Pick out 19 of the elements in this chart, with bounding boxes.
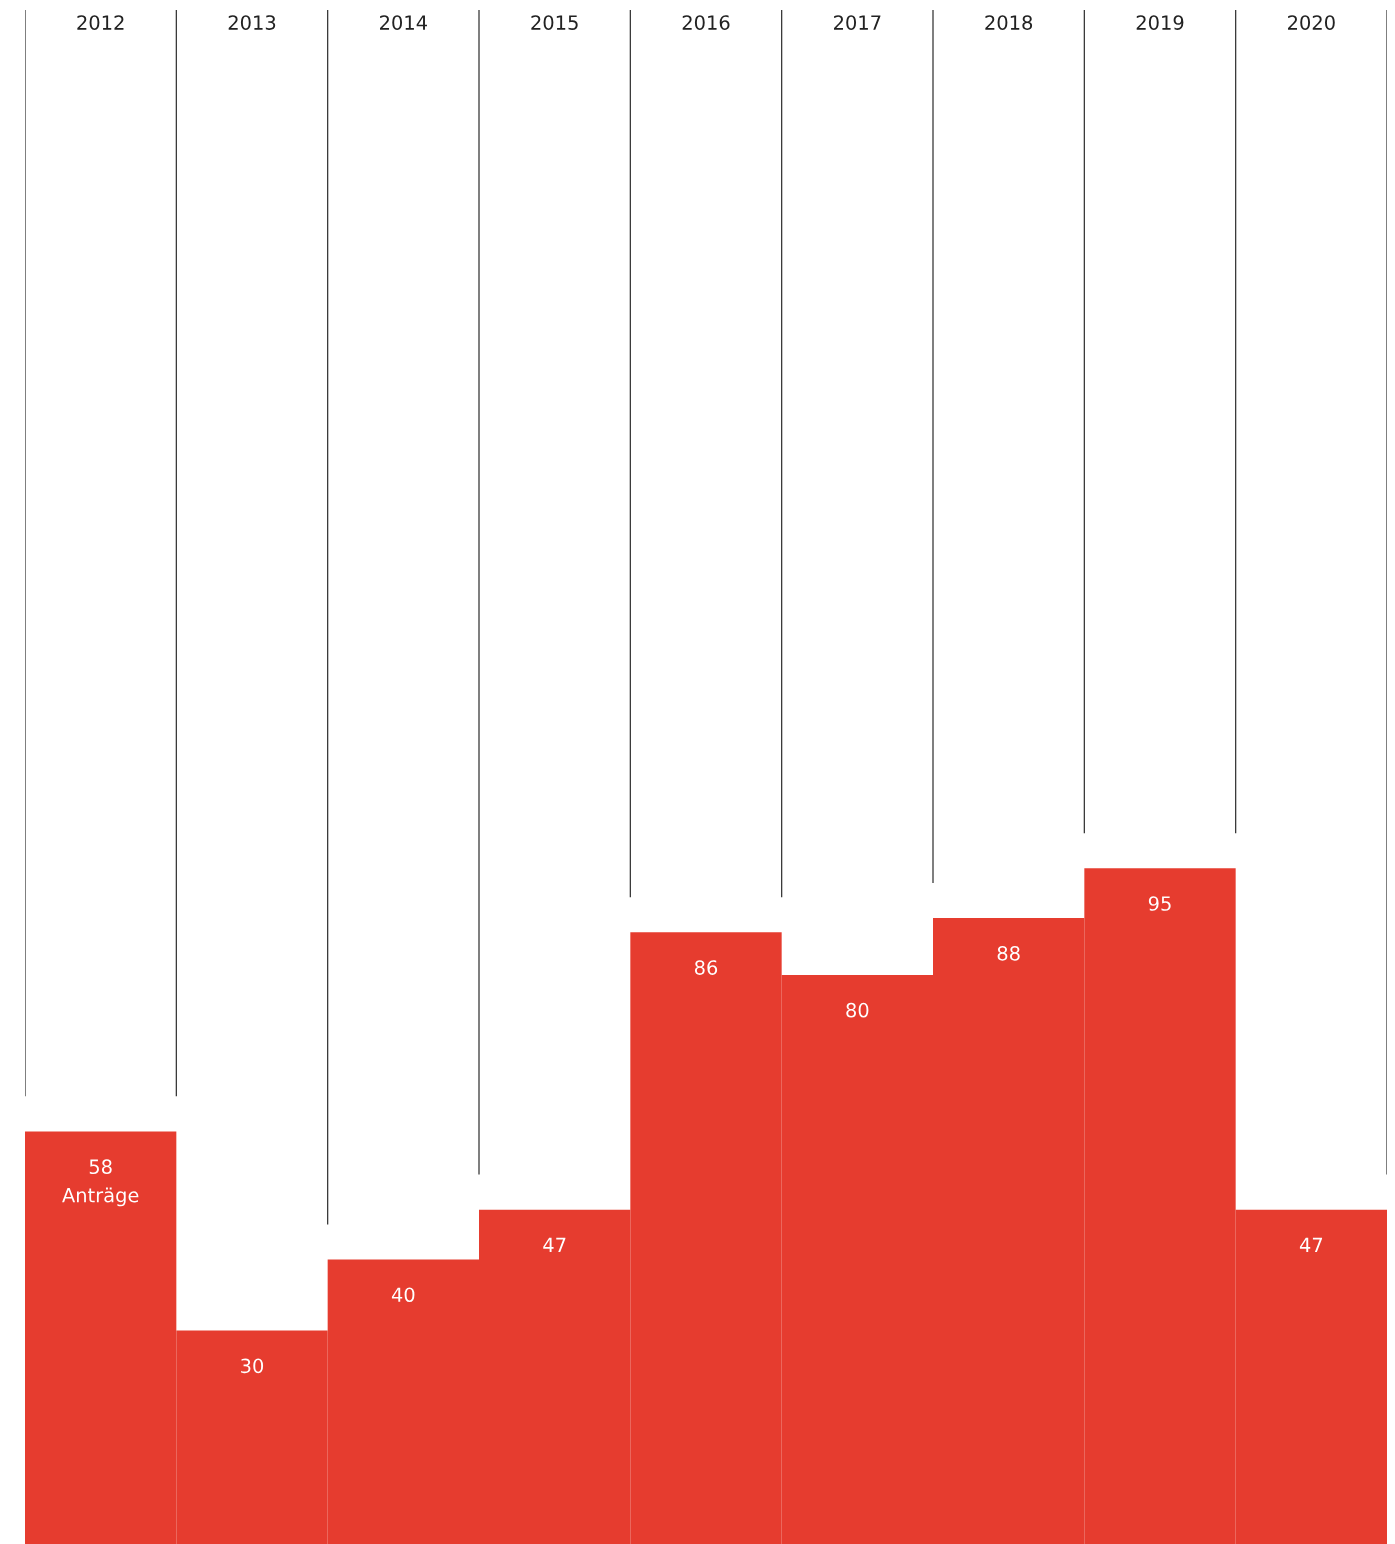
- data-label: 80: [846, 1002, 869, 1018]
- data-label: 86: [694, 960, 718, 975]
- x-tick-label: 2015: [531, 15, 578, 30]
- x-tick-label: 2012: [77, 15, 124, 30]
- x-tick-label: 2018: [985, 15, 1033, 30]
- data-label: 58: [89, 1159, 112, 1175]
- x-tick-label: 2019: [1136, 15, 1184, 30]
- annotation: Anträge: [62, 1187, 139, 1207]
- data-label: 88: [997, 945, 1020, 961]
- x-tick-label: 2020: [1288, 15, 1335, 30]
- x-tick-label: 2014: [380, 15, 427, 30]
- x-tick-label: 2013: [228, 15, 276, 30]
- x-tick-label: 2017: [834, 15, 881, 30]
- x-tick-label: 2016: [682, 15, 730, 30]
- data-label: 40: [391, 1287, 415, 1303]
- data-label: 95: [1148, 896, 1171, 911]
- data-label: 30: [241, 1358, 264, 1374]
- data-label: 47: [543, 1237, 566, 1253]
- data-label: 47: [1299, 1237, 1323, 1253]
